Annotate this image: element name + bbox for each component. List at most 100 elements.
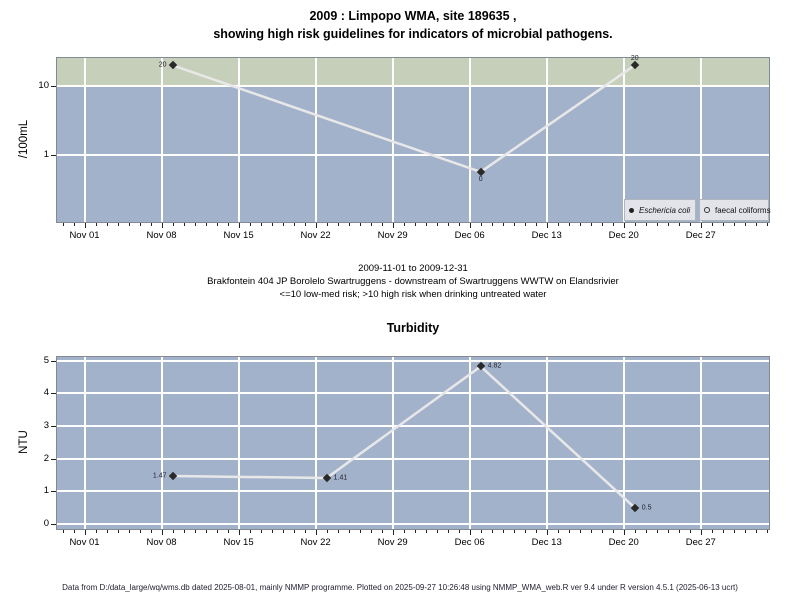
microbial-pathogens-chart: Eschericia coli faecal coliforms Nov 01 N…	[38, 55, 771, 241]
legend-label-faecal: faecal coliforms	[715, 205, 771, 215]
x-tick-minor	[249, 223, 251, 226]
x-tick-minor	[183, 530, 185, 533]
x-tick-major	[546, 530, 548, 535]
x-tick-minor	[106, 223, 108, 226]
x-tick-minor	[304, 530, 306, 533]
y-tick-mark	[51, 458, 56, 460]
x-tick-minor	[128, 530, 130, 533]
x-tick-minor	[359, 223, 361, 226]
x-tick-minor	[282, 530, 284, 533]
x-tick-minor	[590, 530, 592, 533]
x-tick-minor	[491, 530, 493, 533]
x-tick-minor	[645, 530, 647, 533]
x-tick-minor	[634, 223, 636, 226]
x-tick-minor	[370, 530, 372, 533]
data-point-label: 20	[630, 55, 639, 63]
x-tick-minor	[194, 530, 196, 533]
y-tick-mark	[51, 155, 56, 157]
x-tick-minor	[216, 223, 218, 226]
x-tick-minor	[117, 530, 119, 533]
x-tick-minor	[183, 223, 185, 226]
x-tick-minor	[502, 223, 504, 226]
x-tick-major	[469, 223, 471, 228]
x-tick-minor	[359, 530, 361, 533]
data-point-label: 1.47	[152, 472, 167, 480]
x-tick-minor	[744, 223, 746, 226]
x-tick-minor	[348, 223, 350, 226]
main-title-line2: showing high risk guidelines for indicat…	[213, 27, 613, 41]
gridline-vertical	[468, 357, 471, 529]
x-tick-label: Nov 15	[223, 230, 254, 241]
x-tick-minor	[414, 530, 416, 533]
x-tick-minor	[337, 223, 339, 226]
y-tick-mark	[51, 393, 56, 395]
x-tick-minor	[436, 223, 438, 226]
y-tick-label: 1	[43, 485, 49, 497]
x-tick-label: Nov 01	[69, 230, 100, 241]
footer-note: Data from D:/data_large/wq/wms.db dated …	[62, 583, 738, 592]
x-tick-minor	[403, 223, 405, 226]
x-tick-minor	[568, 530, 570, 533]
x-tick-label: Dec 20	[608, 230, 639, 241]
x-tick-minor	[216, 530, 218, 533]
x-tick-label: Dec 27	[685, 537, 716, 548]
x-tick-minor	[458, 530, 460, 533]
x-tick-minor	[766, 530, 768, 533]
x-tick-minor	[656, 530, 658, 533]
x-tick-major	[238, 530, 240, 535]
x-tick-minor	[491, 223, 493, 226]
x-tick-minor	[227, 530, 229, 533]
y-tick-label: 0	[43, 518, 49, 530]
gridline-horizontal	[57, 359, 769, 362]
gridline-vertical	[391, 58, 394, 222]
x-tick-minor	[722, 223, 724, 226]
x-tick-label: Nov 29	[377, 230, 408, 241]
x-tick-minor	[73, 223, 75, 226]
gridline-vertical	[160, 357, 163, 529]
gridline-vertical	[237, 58, 240, 222]
turbidity-title: Turbidity	[386, 321, 440, 335]
x-tick-minor	[557, 223, 559, 226]
subtitle-block: 2009-11-01 to 2009-12-31 Brakfontein 404…	[37, 262, 789, 301]
x-tick-minor	[150, 530, 152, 533]
y-tick-label: 1	[43, 149, 49, 161]
x-tick-minor	[502, 530, 504, 533]
x-tick-minor	[370, 223, 372, 226]
gridline-vertical	[545, 58, 548, 222]
x-tick-minor	[205, 530, 207, 533]
x-tick-minor	[139, 530, 141, 533]
x-tick-major	[161, 530, 163, 535]
y-tick-mark	[51, 360, 56, 362]
x-tick-minor	[326, 530, 328, 533]
gridline-vertical	[622, 58, 625, 222]
x-tick-minor	[480, 223, 482, 226]
x-tick-minor	[656, 223, 658, 226]
data-point-label: 1.41	[333, 474, 348, 482]
data-point-label: 4.82	[487, 362, 502, 370]
x-tick-minor	[612, 530, 614, 533]
x-tick-minor	[95, 223, 97, 226]
x-tick-minor	[557, 530, 559, 533]
x-tick-major	[623, 530, 625, 535]
x-tick-minor	[62, 223, 64, 226]
x-tick-minor	[667, 530, 669, 533]
gridline-vertical	[83, 357, 86, 529]
x-tick-minor	[634, 530, 636, 533]
x-tick-minor	[678, 530, 680, 533]
x-tick-minor	[601, 530, 603, 533]
gridline-horizontal	[57, 490, 769, 493]
x-tick-minor	[95, 530, 97, 533]
x-tick-minor	[568, 223, 570, 226]
gridline-vertical	[237, 357, 240, 529]
x-tick-minor	[348, 530, 350, 533]
x-tick-minor	[579, 223, 581, 226]
x-tick-minor	[766, 223, 768, 226]
x-tick-major	[700, 530, 702, 535]
x-tick-major	[546, 223, 548, 228]
x-tick-minor	[106, 530, 108, 533]
x-tick-label: Dec 06	[454, 230, 485, 241]
x-tick-minor	[282, 223, 284, 226]
x-tick-minor	[711, 530, 713, 533]
y-tick-label: 5	[43, 354, 49, 366]
